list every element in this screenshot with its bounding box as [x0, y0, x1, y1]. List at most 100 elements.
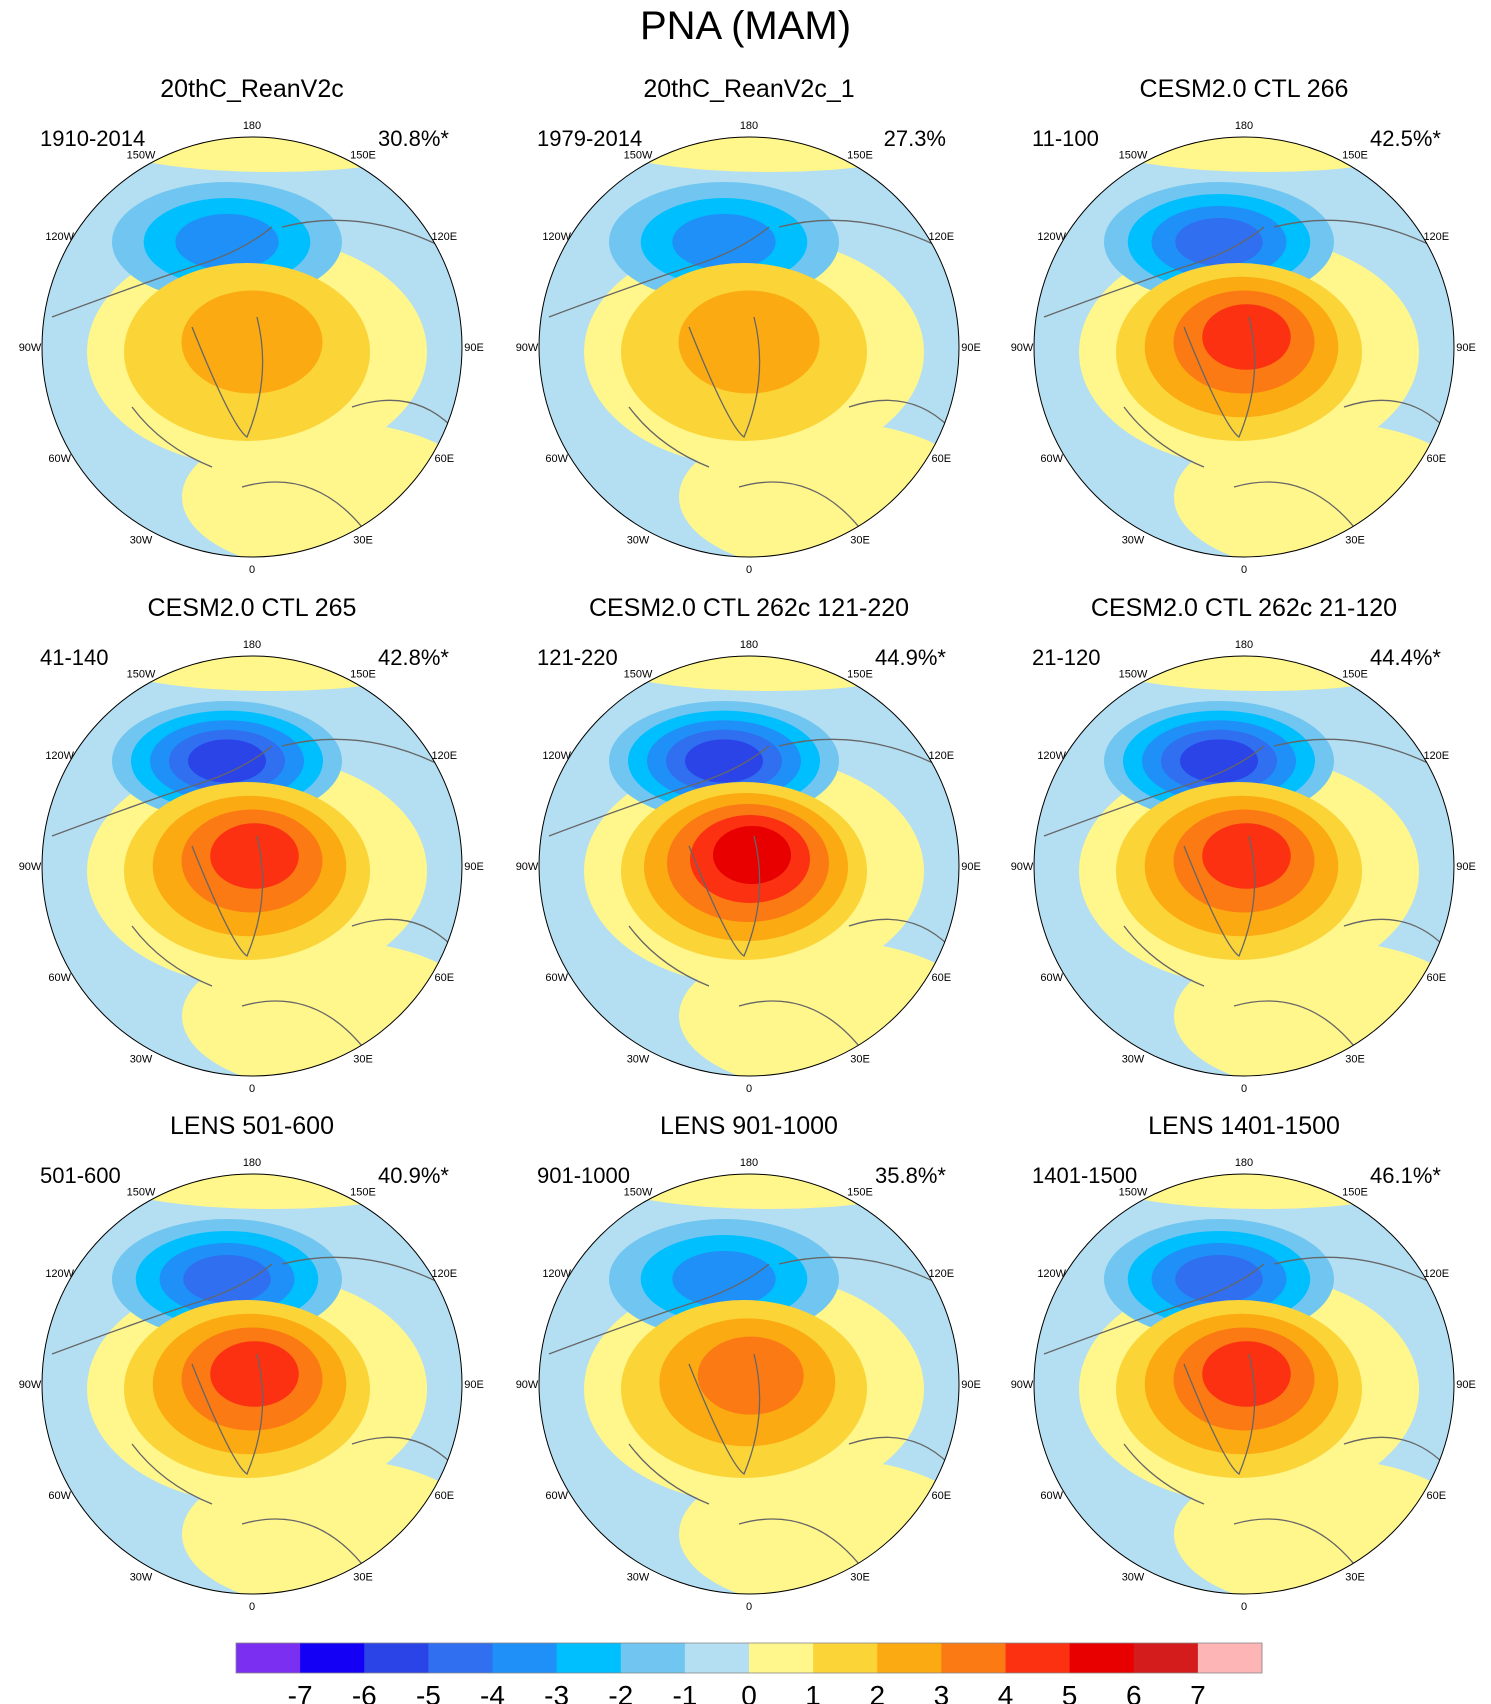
coastline	[51, 1263, 273, 1355]
longitude-label: 60W	[48, 1490, 71, 1502]
coastline	[738, 1000, 860, 1047]
longitude-label: 0	[746, 564, 752, 576]
panel-title: CESM2.0 CTL 266	[1140, 75, 1349, 103]
coastline	[738, 481, 860, 528]
map-panel: CESM2.0 CTL 262c 121-220 121-220 44.9%* 180…	[516, 594, 981, 1095]
longitude-label: 90W	[19, 1379, 42, 1391]
colorbar-swatch	[684, 1643, 750, 1673]
longitude-label: 0	[1241, 1601, 1247, 1613]
coastline	[778, 1256, 940, 1285]
colorbar-label: 4	[998, 1680, 1014, 1704]
longitude-label: 30W	[1122, 1571, 1145, 1583]
coastline	[548, 226, 770, 318]
longitude-label: 60E	[1427, 1490, 1447, 1502]
longitude-label: 120W	[542, 750, 571, 762]
coastline	[1043, 745, 1265, 837]
longitude-label: 60W	[1040, 1490, 1063, 1502]
map-border	[1033, 136, 1455, 558]
colorbar-swatch	[492, 1643, 558, 1673]
longitude-label: 120E	[1423, 1268, 1449, 1280]
longitude-label: 90W	[19, 342, 42, 354]
panel-period: 21-120	[1032, 645, 1101, 670]
colorbar: -7 -6 -5 -4 -3 -2 -1 0 1 2 3 4 5 6 7	[235, 1642, 1263, 1704]
coastline	[1343, 1436, 1445, 1465]
longitude-label: 180	[1235, 1157, 1253, 1169]
colorbar-label: -3	[544, 1680, 569, 1704]
positive-contour	[697, 1336, 804, 1415]
coastline	[241, 1000, 363, 1047]
positive-region	[679, 1459, 959, 1594]
map-border	[538, 136, 960, 558]
longitude-label: 150W	[624, 150, 653, 162]
panel-title: LENS 1401-1500	[1148, 1112, 1340, 1140]
coastline	[1233, 481, 1355, 528]
longitude-label: 150W	[1119, 669, 1148, 681]
longitude-label: 180	[1235, 639, 1253, 651]
map-border	[1033, 1173, 1455, 1595]
coastline	[848, 1436, 950, 1465]
colorbar-swatch	[620, 1643, 686, 1673]
coastline	[351, 1436, 453, 1465]
colorbar-label: -4	[480, 1680, 505, 1704]
longitude-label: 60E	[932, 972, 952, 984]
negative-contour	[672, 1251, 776, 1307]
longitude-label: 30E	[850, 1053, 870, 1065]
longitude-label: 150E	[1342, 150, 1368, 162]
map-border	[538, 1173, 960, 1595]
coastline	[241, 1518, 363, 1565]
panel-title: CESM2.0 CTL 262c 121-220	[589, 594, 909, 622]
longitude-label: 0	[1241, 1083, 1247, 1095]
coastline	[131, 406, 213, 468]
coastline	[1233, 1000, 1355, 1047]
coastline	[738, 1518, 860, 1565]
longitude-label: 120E	[431, 1268, 457, 1280]
longitude-label: 60E	[435, 453, 455, 465]
positive-region	[679, 941, 959, 1076]
colorbar-swatch	[877, 1643, 942, 1673]
longitude-label: 90W	[1011, 861, 1034, 873]
longitude-label: 120E	[1423, 231, 1449, 243]
coastline	[688, 1353, 761, 1475]
positive-contour	[713, 826, 791, 884]
colorbar-swatch	[300, 1643, 365, 1673]
negative-contour	[1175, 218, 1263, 266]
panel-title: LENS 501-600	[170, 1112, 334, 1140]
panel-variance: 35.8%*	[875, 1163, 946, 1188]
map-panel: 20thC_ReanV2c 1910-2014 30.8%* 180 150E 120E 9…	[19, 75, 484, 576]
longitude-label: 0	[1241, 564, 1247, 576]
longitude-label: 150E	[350, 1187, 376, 1199]
longitude-label: 90E	[961, 861, 981, 873]
longitude-label: 150W	[1119, 1187, 1148, 1199]
longitude-label: 30E	[1345, 534, 1365, 546]
colorbar-label: 7	[1190, 1680, 1206, 1704]
longitude-label: 90E	[1456, 861, 1476, 873]
coastline	[1233, 1518, 1355, 1565]
longitude-label: 90E	[464, 342, 484, 354]
longitude-label: 150E	[1342, 669, 1368, 681]
longitude-label: 90W	[516, 1379, 539, 1391]
longitude-label: 30E	[353, 1571, 373, 1583]
map-panel: CESM2.0 CTL 266 11-100 42.5%* 180 150E 120E 90…	[1011, 75, 1476, 576]
longitude-label: 60W	[48, 453, 71, 465]
colorbar-swatch	[1133, 1643, 1199, 1673]
coastline	[688, 835, 761, 957]
map-border	[41, 1173, 463, 1595]
coastline	[778, 219, 940, 248]
coastline	[51, 226, 273, 318]
longitude-label: 120E	[928, 750, 954, 762]
panel-variance: 30.8%*	[378, 126, 449, 151]
colorbar-label: 2	[870, 1680, 886, 1704]
map-panel: LENS 501-600 501-600 40.9%* 180 150E 120E 90E 6…	[19, 1112, 484, 1613]
longitude-label: 30W	[627, 534, 650, 546]
longitude-label: 30E	[850, 1571, 870, 1583]
longitude-label: 150E	[350, 150, 376, 162]
map-border	[41, 655, 463, 1077]
colorbar-swatch	[428, 1643, 494, 1673]
colorbar-swatch	[941, 1643, 1007, 1673]
longitude-label: 120E	[928, 231, 954, 243]
map-panel: LENS 1401-1500 1401-1500 46.1%* 180 150E 120E…	[1011, 1112, 1476, 1613]
panel-period: 121-220	[537, 645, 618, 670]
longitude-label: 90E	[961, 342, 981, 354]
longitude-label: 180	[243, 1157, 261, 1169]
longitude-label: 150E	[847, 1187, 873, 1199]
